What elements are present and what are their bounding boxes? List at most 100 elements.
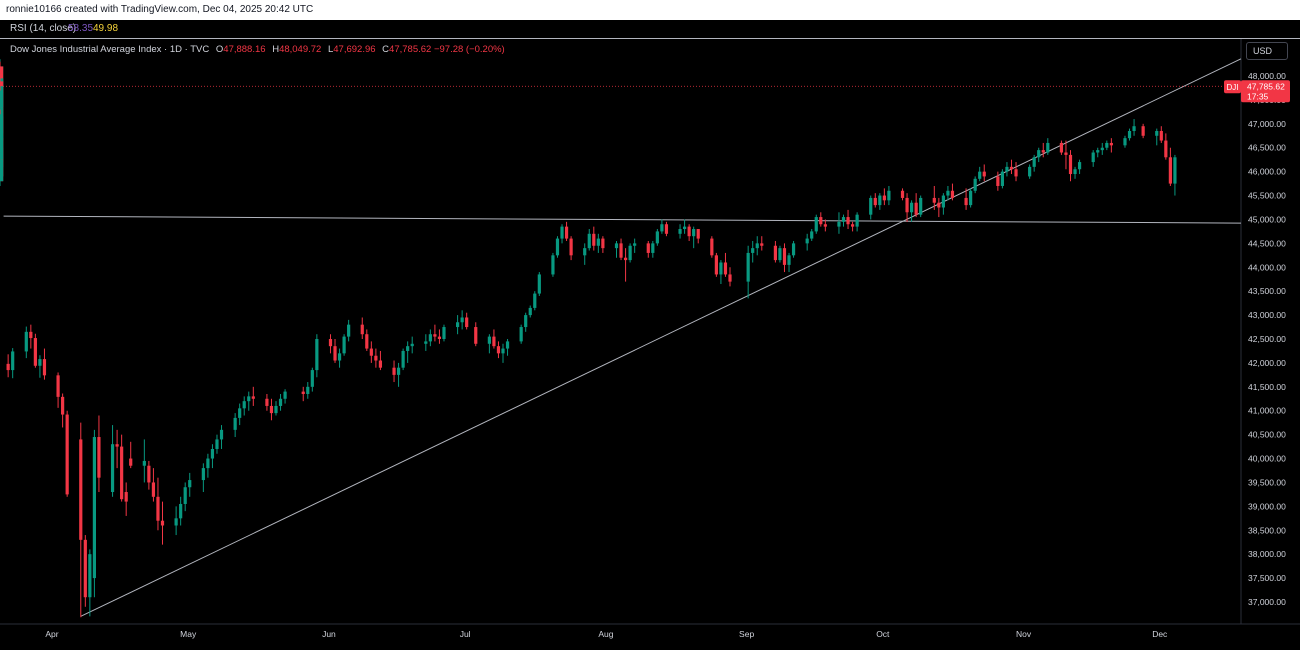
candle bbox=[873, 193, 877, 208]
candle-body bbox=[778, 248, 782, 261]
candle-body bbox=[11, 351, 15, 371]
trendlines[interactable] bbox=[3, 58, 1242, 617]
candle bbox=[0, 95, 4, 110]
currency-button[interactable]: USD bbox=[1246, 42, 1288, 60]
candle-body bbox=[242, 401, 246, 409]
candle bbox=[823, 219, 827, 232]
candle bbox=[592, 226, 596, 251]
candle-body bbox=[0, 81, 4, 87]
candle-body bbox=[1141, 126, 1145, 136]
candle-body bbox=[1059, 142, 1064, 153]
candle-body bbox=[728, 274, 732, 282]
candle bbox=[900, 188, 905, 201]
candle bbox=[528, 305, 532, 318]
candle bbox=[596, 233, 600, 253]
candle-body bbox=[283, 391, 287, 399]
candle bbox=[29, 324, 33, 349]
price-tag-symbol: DJI bbox=[1227, 83, 1239, 92]
candle bbox=[946, 185, 950, 201]
time-tick-label: Apr bbox=[45, 629, 58, 639]
candle-body bbox=[751, 248, 755, 253]
symbol-legend[interactable]: Dow Jones Industrial Average Index · 1D … bbox=[10, 44, 505, 55]
candle bbox=[0, 73, 4, 100]
candle bbox=[392, 360, 396, 383]
candle bbox=[1100, 142, 1104, 155]
candle-body bbox=[823, 224, 827, 227]
candle-body bbox=[873, 197, 877, 206]
close-value: 47,785.62 bbox=[389, 44, 432, 55]
candle-body bbox=[115, 444, 119, 447]
price-tick-label: 43,000.00 bbox=[1248, 310, 1286, 320]
candle bbox=[1123, 135, 1127, 148]
candle bbox=[83, 535, 87, 607]
candle-body bbox=[1014, 169, 1018, 177]
pane-separator[interactable] bbox=[0, 38, 1300, 39]
candle-body bbox=[569, 238, 573, 256]
time-tick-label: Jul bbox=[460, 629, 471, 639]
candle-body bbox=[179, 503, 183, 519]
trendline-2 bbox=[3, 215, 1242, 224]
candle-body bbox=[882, 195, 886, 201]
candle-body bbox=[601, 238, 605, 249]
time-tick-label: Jun bbox=[322, 629, 336, 639]
candle-body bbox=[810, 231, 814, 239]
candle bbox=[555, 236, 560, 258]
candle-body bbox=[465, 317, 469, 328]
candle bbox=[0, 150, 4, 163]
candle bbox=[964, 188, 968, 210]
price-tick-label: 38,500.00 bbox=[1248, 525, 1286, 535]
candle-body bbox=[1028, 166, 1032, 177]
candle bbox=[810, 229, 814, 241]
price-tick-label: 45,000.00 bbox=[1248, 214, 1286, 224]
candle-body bbox=[537, 274, 541, 294]
price-tick-label: 46,500.00 bbox=[1248, 143, 1286, 153]
candle-body bbox=[773, 245, 777, 261]
candle bbox=[778, 245, 782, 263]
candle-body bbox=[265, 398, 269, 406]
candle bbox=[524, 312, 528, 332]
candle bbox=[33, 333, 37, 368]
candle-body bbox=[941, 195, 945, 208]
candle bbox=[396, 362, 401, 387]
candle-body bbox=[982, 171, 986, 177]
candle bbox=[805, 233, 809, 251]
candle bbox=[0, 61, 4, 86]
candle-body bbox=[396, 367, 401, 375]
candle-body bbox=[596, 238, 600, 246]
candle bbox=[1091, 150, 1095, 167]
candle-body bbox=[496, 346, 501, 354]
candle bbox=[919, 195, 923, 218]
candle bbox=[97, 415, 101, 493]
candle-body bbox=[1046, 142, 1050, 153]
candle bbox=[24, 326, 28, 359]
candle-body bbox=[0, 97, 4, 108]
candle bbox=[160, 501, 165, 545]
candle bbox=[274, 401, 278, 416]
candle bbox=[219, 425, 224, 449]
candle bbox=[937, 197, 941, 218]
candle-body bbox=[1077, 162, 1082, 170]
candle-body bbox=[328, 339, 333, 347]
candle-body bbox=[887, 190, 891, 201]
candle-body bbox=[505, 341, 510, 349]
rsi-indicator-header[interactable]: RSI (14, close) 58.35 49.98 bbox=[0, 20, 1300, 37]
price-axis[interactable]: 37,000.00 37,500.00 38,000.00 38,500.00 39,0… bbox=[1248, 71, 1286, 607]
candle-body bbox=[56, 375, 60, 397]
candle bbox=[374, 348, 378, 368]
candle bbox=[278, 393, 283, 411]
candle bbox=[1168, 147, 1172, 186]
candle bbox=[887, 185, 891, 206]
candle-body bbox=[61, 396, 65, 415]
candle-body bbox=[900, 190, 905, 198]
candle-body bbox=[760, 243, 764, 246]
candle-body bbox=[814, 217, 818, 232]
candle bbox=[746, 245, 750, 299]
time-axis[interactable]: Apr May Jun Jul Aug Sep Oct Nov Dec bbox=[45, 629, 1168, 639]
candle-body bbox=[551, 255, 555, 275]
candle-body bbox=[1032, 157, 1036, 167]
candle bbox=[996, 171, 1000, 191]
candle-body bbox=[251, 396, 255, 399]
candle bbox=[841, 214, 846, 227]
low-value: 47,692.96 bbox=[333, 44, 376, 55]
